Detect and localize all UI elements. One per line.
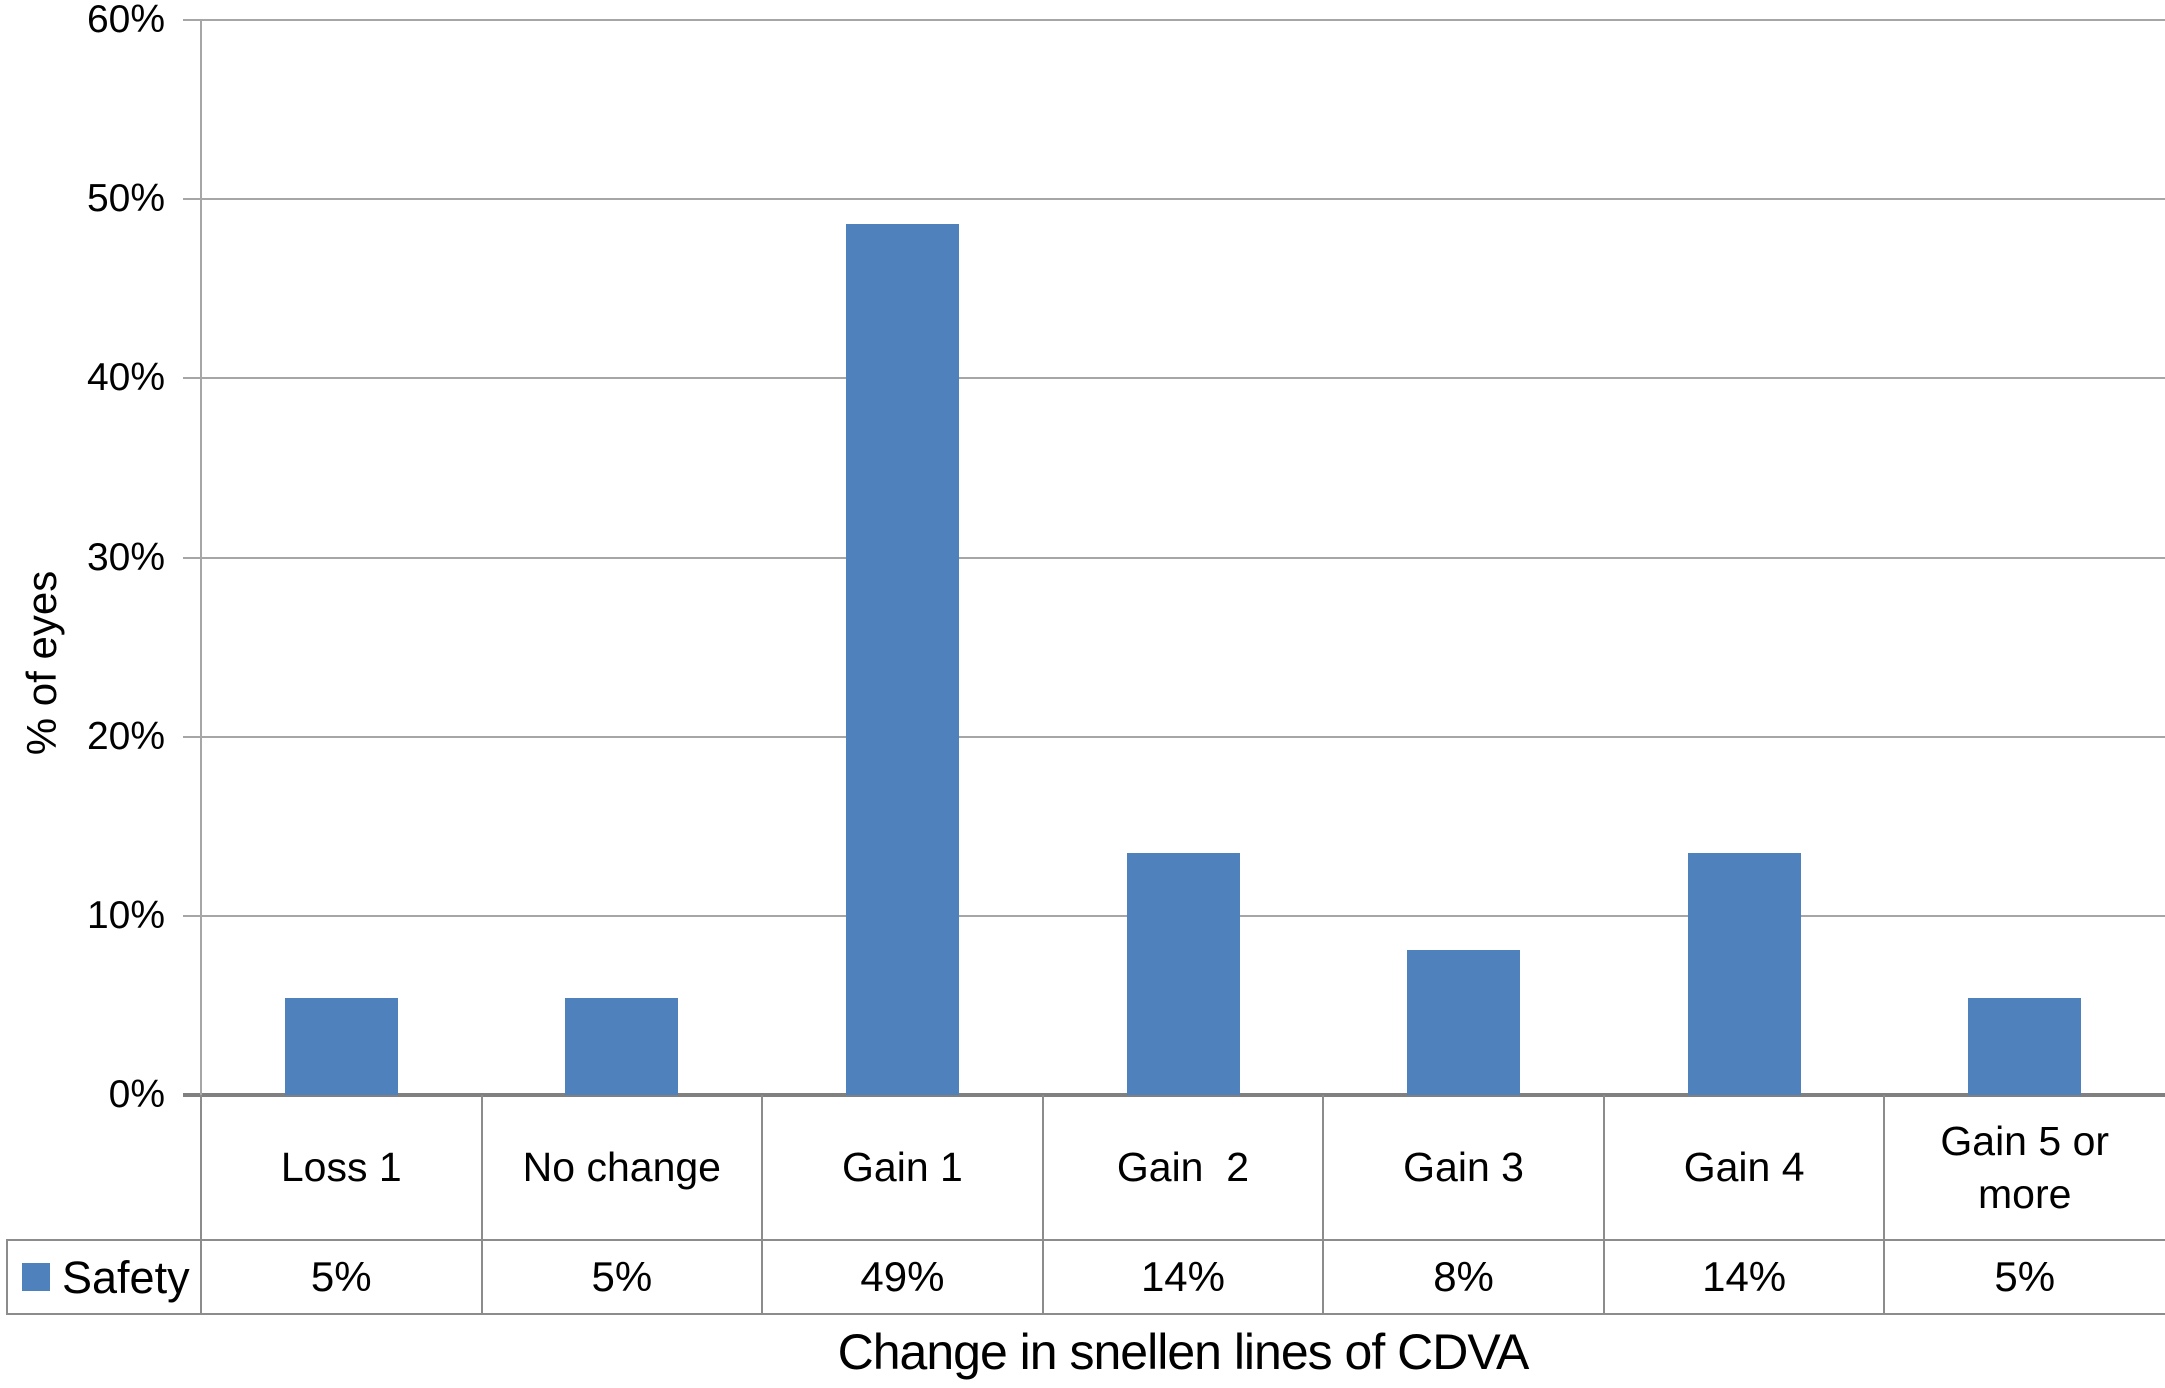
gridline-50pct bbox=[183, 198, 2165, 201]
y-tick-label-40pct: 40% bbox=[86, 356, 165, 400]
category-cell-loss-1: Loss 1 bbox=[280, 1144, 402, 1191]
bar-gain-5-or-more bbox=[1968, 998, 2082, 1095]
x-axis-baseline bbox=[183, 1093, 2165, 1097]
category-cell-gain-5-or-more: Gain 5 or more bbox=[1940, 1118, 2121, 1217]
y-tick-label-60pct: 60% bbox=[86, 0, 165, 41]
table-column-border-4 bbox=[1322, 1095, 1325, 1314]
gridline-30pct bbox=[183, 556, 2165, 559]
table-bottom-border bbox=[6, 1313, 2165, 1315]
category-cell-gain-2: Gain 2 bbox=[1116, 1144, 1250, 1191]
y-axis-title: % of eyes bbox=[18, 570, 65, 756]
bar-gain-4 bbox=[1687, 853, 1801, 1095]
table-column-border-2 bbox=[761, 1095, 764, 1314]
value-cell-loss-1: 5% bbox=[310, 1253, 372, 1300]
category-cell-no-change: No change bbox=[522, 1144, 721, 1191]
value-cell-gain-1: 49% bbox=[860, 1253, 945, 1300]
category-cell-gain-4: Gain 4 bbox=[1683, 1144, 1805, 1191]
y-tick-label-10pct: 10% bbox=[86, 893, 165, 937]
bar-no-change bbox=[565, 998, 679, 1095]
table-column-border-6 bbox=[1883, 1095, 1886, 1314]
table-column-border-0 bbox=[200, 1095, 202, 1314]
gridline-40pct bbox=[183, 377, 2165, 380]
y-tick-label-20pct: 20% bbox=[86, 714, 165, 758]
value-cell-gain-5-or-more: 5% bbox=[1994, 1253, 2056, 1300]
bar-gain-3 bbox=[1407, 949, 1521, 1095]
bar-gain-1 bbox=[845, 224, 959, 1095]
table-column-border-1 bbox=[480, 1095, 483, 1314]
value-cell-gain-3: 8% bbox=[1433, 1253, 1494, 1300]
table-row-divider bbox=[6, 1239, 2165, 1241]
table-column-border-3 bbox=[1041, 1095, 1044, 1314]
x-axis-title: Change in snellen lines of CDVA bbox=[837, 1324, 1530, 1380]
value-cell-no-change: 5% bbox=[591, 1253, 653, 1300]
y-axis-line bbox=[200, 20, 202, 1095]
y-tick-label-50pct: 50% bbox=[86, 177, 165, 221]
legend-series-name: Safety bbox=[62, 1251, 190, 1303]
legend-cell: Safety bbox=[6, 1242, 199, 1312]
table-column-border-5 bbox=[1602, 1095, 1605, 1314]
category-cell-gain-1: Gain 1 bbox=[842, 1144, 963, 1191]
y-tick-label-30pct: 30% bbox=[86, 535, 165, 579]
value-cell-gain-2: 14% bbox=[1140, 1253, 1226, 1300]
bar-gain-2 bbox=[1126, 853, 1240, 1095]
legend-color-swatch-icon bbox=[22, 1263, 50, 1291]
legend-cell-left-border bbox=[6, 1240, 8, 1314]
value-cell-gain-4: 14% bbox=[1702, 1253, 1787, 1300]
category-cell-gain-3: Gain 3 bbox=[1403, 1144, 1524, 1191]
bar-loss-1 bbox=[284, 998, 398, 1095]
gridline-20pct bbox=[183, 735, 2165, 738]
gridline-60pct bbox=[183, 19, 2165, 21]
y-tick-label-0pct: 0% bbox=[108, 1073, 165, 1116]
